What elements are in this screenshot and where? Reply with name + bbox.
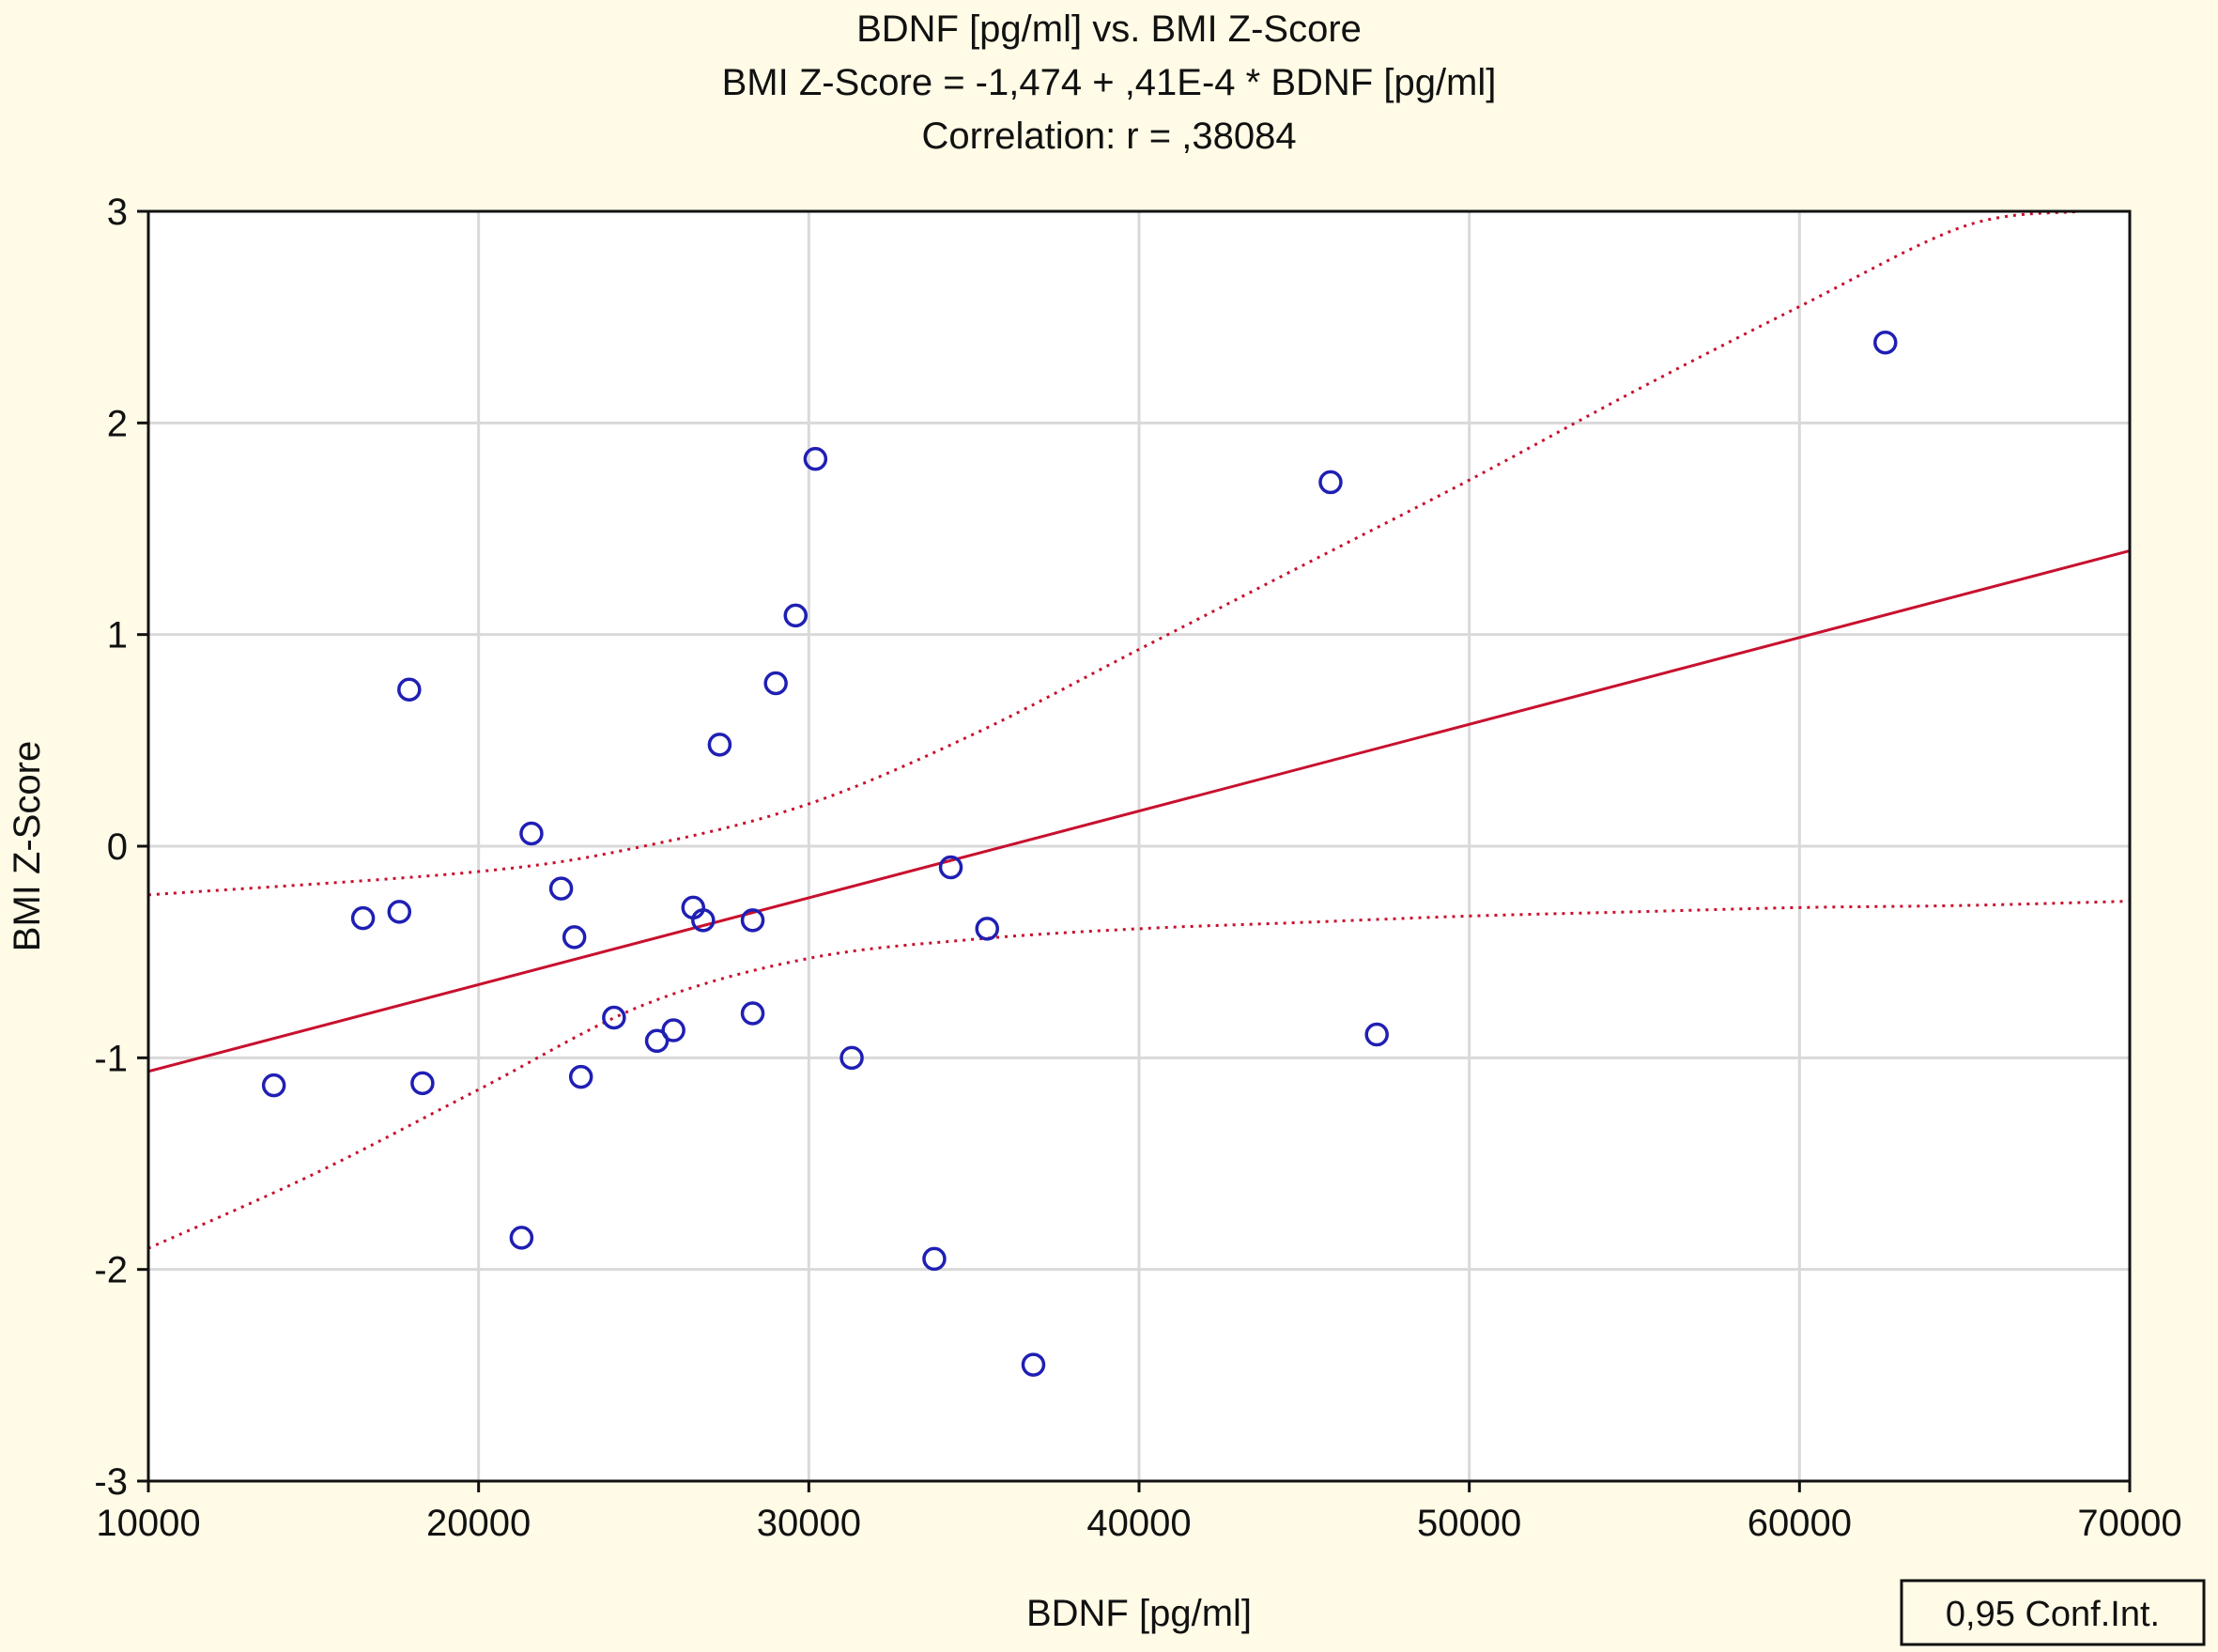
y-axis-ticks: 3 2 1 0 -1 -2 -3 <box>94 192 148 1503</box>
title-line-2: Correlation: r = ,38084 <box>921 116 1296 157</box>
data-point <box>783 603 809 628</box>
y-tick-label: -2 <box>94 1250 128 1291</box>
data-point <box>568 1064 593 1089</box>
grid-lines <box>148 211 2130 1481</box>
data-point <box>839 1045 864 1071</box>
y-axis-label: BMI Z-Score <box>7 741 48 951</box>
y-tick-label: 2 <box>107 403 128 444</box>
data-point <box>410 1071 435 1096</box>
data-point <box>562 925 587 950</box>
regression-line <box>148 548 2130 1073</box>
ci-lower-line <box>148 900 2130 1250</box>
legend-label: 0,95 Conf.Int. <box>1946 1595 2160 1634</box>
data-point <box>602 1005 626 1030</box>
x-tick-label: 10000 <box>96 1503 200 1544</box>
x-tick-label: 50000 <box>1417 1503 1521 1544</box>
y-tick-label: -1 <box>94 1038 128 1079</box>
data-point <box>509 1226 534 1250</box>
data-point <box>691 908 716 933</box>
x-tick-label: 60000 <box>1748 1503 1852 1544</box>
chart-title: BDNF [pg/ml] vs. BMI Z-Score BMI Z-Score … <box>722 8 1497 157</box>
regression-line-group <box>148 548 2130 1073</box>
data-point <box>707 733 732 757</box>
title-line-1: BMI Z-Score = -1,474 + ,41E-4 * BDNF [pg… <box>722 62 1497 103</box>
x-tick-label: 70000 <box>2077 1503 2181 1544</box>
data-points <box>261 330 1898 1377</box>
x-tick-label: 40000 <box>1086 1503 1191 1544</box>
data-point <box>548 876 574 901</box>
confidence-bands <box>148 211 2130 1250</box>
y-tick-label: 0 <box>107 826 128 868</box>
data-point <box>922 1246 947 1272</box>
data-point <box>519 821 544 846</box>
x-tick-label: 20000 <box>426 1503 531 1544</box>
data-point <box>1364 1022 1389 1047</box>
data-point <box>975 917 999 941</box>
data-point <box>387 900 412 924</box>
x-axis-label: BDNF [pg/ml] <box>1026 1593 1252 1634</box>
data-point <box>644 1028 670 1054</box>
legend-box <box>1900 1579 2206 1646</box>
data-point <box>740 908 765 933</box>
title-line-0: BDNF [pg/ml] vs. BMI Z-Score <box>856 8 1362 50</box>
data-point <box>350 905 376 931</box>
data-point <box>1873 330 1898 355</box>
data-point <box>397 677 422 702</box>
y-tick-label: -3 <box>94 1461 128 1503</box>
data-point <box>261 1073 286 1098</box>
x-axis-ticks: 10000 20000 30000 40000 50000 60000 70000 <box>96 1481 2182 1544</box>
data-point <box>763 671 788 696</box>
x-tick-label: 30000 <box>757 1503 861 1544</box>
legend: 0,95 Conf.Int. <box>1900 1579 2206 1646</box>
data-point <box>661 1018 685 1042</box>
data-point <box>1021 1352 1046 1377</box>
y-tick-label: 3 <box>107 192 128 233</box>
data-point <box>803 446 828 471</box>
data-point <box>938 855 963 880</box>
data-point <box>740 1001 765 1026</box>
data-point <box>1318 470 1343 495</box>
y-tick-label: 1 <box>107 615 128 656</box>
